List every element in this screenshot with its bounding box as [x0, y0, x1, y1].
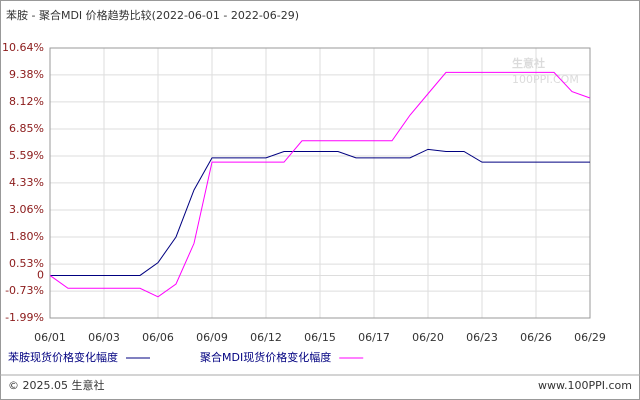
- y-tick-label: 3.06%: [9, 203, 44, 216]
- y-tick-label: 10.64%: [2, 41, 44, 54]
- y-tick-label: 8.12%: [9, 95, 44, 108]
- x-tick-label: 06/23: [466, 331, 498, 344]
- x-tick-label: 06/26: [520, 331, 552, 344]
- x-tick-label: 06/20: [412, 331, 444, 344]
- plot-border: [49, 47, 591, 319]
- footer-left: © 2025.05 生意社: [8, 378, 104, 392]
- legend-label: 聚合MDI现货价格变化幅度: [200, 350, 331, 364]
- x-tick-label: 06/06: [142, 331, 174, 344]
- y-tick-label: 9.38%: [9, 68, 44, 81]
- y-tick-label: 1.80%: [9, 230, 44, 243]
- y-tick-label: -0.73%: [5, 284, 44, 297]
- y-tick-label: -1.99%: [5, 311, 44, 324]
- y-tick-label: 0.53%: [9, 257, 44, 270]
- watermark-text: 100PPI.COM: [512, 73, 579, 86]
- y-tick-label: 0: [37, 268, 44, 281]
- watermark-text: 生意社: [512, 56, 545, 70]
- x-tick-label: 06/17: [358, 331, 390, 344]
- series-line: [49, 71, 591, 298]
- footer-right: www.100PPI.com: [538, 379, 632, 392]
- y-tick-label: 5.59%: [9, 149, 44, 162]
- chart-title: 苯胺 - 聚合MDI 价格趋势比较(2022-06-01 - 2022-06-2…: [6, 8, 299, 22]
- x-tick-label: 06/01: [34, 331, 66, 344]
- x-tick-label: 06/12: [250, 331, 282, 344]
- watermark: 生意社 100PPI.COM: [512, 56, 579, 86]
- y-tick-label: 6.85%: [9, 122, 44, 135]
- legend-label: 苯胺现货价格变化幅度: [8, 350, 118, 364]
- x-tick-label: 06/09: [196, 331, 228, 344]
- x-tick-label: 06/03: [88, 331, 120, 344]
- x-tick-label: 06/29: [574, 331, 606, 344]
- y-tick-label: 4.33%: [9, 176, 44, 189]
- series-line: [50, 148, 590, 276]
- x-tick-label: 06/15: [304, 331, 336, 344]
